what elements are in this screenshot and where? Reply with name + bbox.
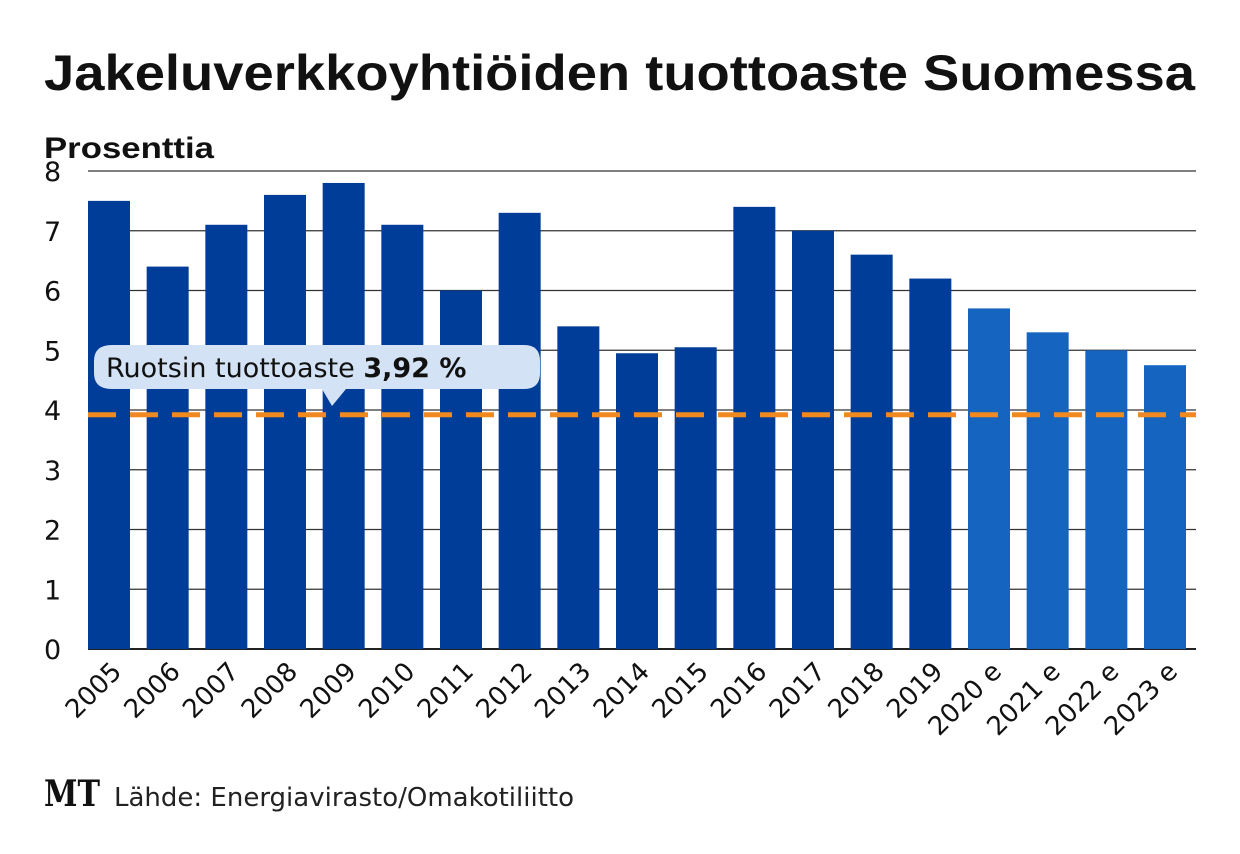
y-tick-label: 5	[44, 336, 61, 367]
y-tick-label: 2	[44, 516, 61, 547]
bar	[498, 212, 541, 649]
y-tick-label: 4	[44, 396, 61, 427]
bar	[909, 278, 952, 649]
bar	[850, 254, 893, 649]
x-tick-label: 2006	[119, 657, 187, 725]
bar	[1026, 332, 1069, 649]
y-tick-label: 0	[44, 635, 61, 666]
x-tick-label: 2011	[412, 657, 480, 725]
x-tick-label: 2013	[529, 657, 597, 725]
y-axis-label: Prosenttia	[44, 132, 214, 165]
x-tick-label: 2017	[764, 657, 832, 725]
bar	[381, 224, 424, 649]
bar	[146, 266, 189, 649]
mt-logo: MT	[44, 773, 100, 815]
y-tick-label: 6	[44, 277, 61, 308]
x-tick-label: 2007	[177, 657, 245, 725]
annotation-bubble	[94, 345, 540, 406]
bar	[968, 308, 1010, 649]
y-tick-label: 8	[44, 157, 61, 188]
x-tick-label: 2009	[295, 657, 363, 725]
source-note: Lähde: Energiavirasto/Omakotiliitto	[114, 783, 574, 813]
x-tick-label: 2015	[647, 657, 715, 725]
reference-label-text: Ruotsin tuottoaste	[106, 353, 363, 384]
bar	[1144, 365, 1186, 649]
bar	[264, 194, 306, 649]
x-tick-label: 2010	[353, 657, 421, 725]
x-tick-label: 2008	[236, 657, 304, 725]
y-tick-label: 3	[44, 456, 61, 487]
y-tick-label: 7	[44, 217, 61, 248]
bar	[733, 206, 776, 649]
bar	[674, 347, 717, 649]
x-tick-label: 2018	[823, 657, 891, 725]
x-tick-label: 2005	[60, 657, 128, 725]
x-tick-label: 2012	[471, 657, 539, 725]
reference-label: Ruotsin tuottoaste 3,92 %	[106, 353, 466, 384]
chart-title: Jakeluverkkoyhtiöiden tuottoaste Suomess…	[44, 45, 1196, 101]
bar	[205, 224, 248, 649]
reference-value: 3,92 %	[363, 353, 466, 384]
y-tick-label: 1	[44, 575, 61, 606]
bar	[557, 326, 600, 649]
bar	[1085, 350, 1128, 649]
bar	[440, 290, 482, 649]
bar	[616, 353, 658, 649]
bar	[88, 200, 130, 649]
bar	[792, 230, 834, 649]
x-tick-label: 2016	[705, 657, 773, 725]
x-tick-label: 2014	[588, 657, 656, 725]
